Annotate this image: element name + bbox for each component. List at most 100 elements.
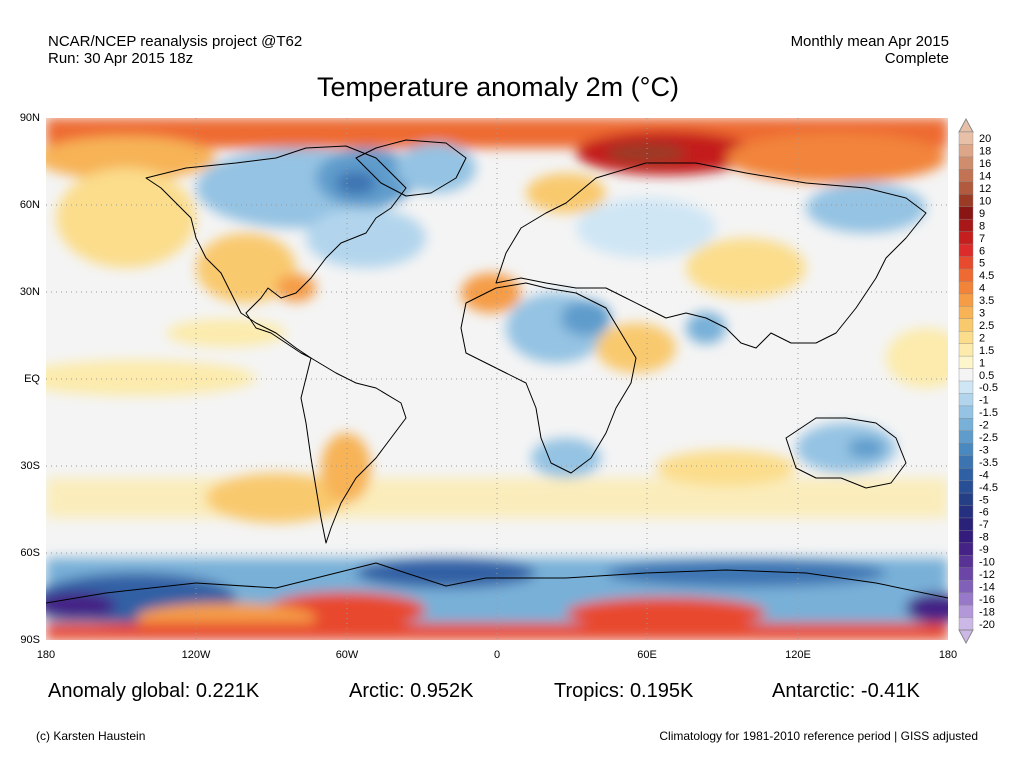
colorbar-swatch	[958, 580, 974, 594]
colorbar-swatch	[958, 480, 974, 494]
colorbar-swatch	[958, 243, 974, 258]
colorbar-label: -8	[979, 532, 989, 544]
anomaly-antarctic: Antarctic: -0.41K	[772, 680, 920, 702]
anomaly-global: Anomaly global: 0.221K	[48, 680, 260, 702]
colorbar-swatch	[958, 355, 974, 370]
colorbar-swatch	[958, 505, 974, 519]
colorbar-swatch	[958, 218, 974, 233]
colorbar-swatch	[958, 604, 974, 619]
colorbar-svg: 201816141210987654.543.532.521.510.5-0.5…	[958, 117, 998, 645]
colorbar-min-arrow	[958, 629, 974, 645]
colorbar-swatch	[958, 306, 974, 320]
colorbar-swatch	[958, 517, 974, 531]
colorbar-label: -9	[979, 544, 989, 556]
colorbar-label: 20	[979, 133, 991, 145]
lon-label: 60W	[335, 649, 359, 661]
colorbar-max-arrow	[958, 117, 974, 133]
colorbar-swatch	[958, 393, 974, 407]
colorbar-label: -4	[979, 469, 989, 481]
colorbar-swatch	[958, 318, 974, 332]
lat-label: 90S	[20, 634, 40, 646]
colorbar-label: 8	[979, 220, 985, 232]
colorbar-label: 18	[979, 146, 991, 158]
colorbar-label: 2	[979, 332, 985, 344]
colorbar-label: 6	[979, 245, 985, 257]
period-label: Monthly mean Apr 2015	[790, 33, 949, 50]
map-title: Temperature anomaly 2m (°C)	[317, 72, 679, 102]
colorbar: 20 18 16 14 12 10 9 8 7 6 5 4.5 4 3.5 3 2.5 2 1.5 1 0.5 -0.5…	[958, 117, 1018, 645]
colorbar-swatch	[958, 567, 974, 581]
lon-label: 180	[938, 649, 958, 661]
colorbar-label: 1.5	[979, 345, 994, 357]
lon-label: 60E	[637, 649, 657, 661]
colorbar-swatch	[958, 268, 974, 282]
colorbar-swatch	[958, 144, 974, 158]
colorbar-swatch	[958, 281, 974, 295]
colorbar-label: 1	[979, 357, 985, 369]
status-label: Complete	[884, 50, 949, 67]
colorbar-label: 12	[979, 183, 991, 195]
lat-label: 60N	[19, 199, 40, 211]
colorbar-swatch	[958, 530, 974, 544]
credit-text: (c) Karsten Haustein	[36, 729, 146, 743]
colorbar-label: -2	[979, 420, 989, 432]
colorbar-swatch	[958, 555, 974, 569]
colorbar-label: 0.5	[979, 370, 994, 382]
lon-label: 0	[493, 649, 501, 661]
colorbar-swatch	[958, 443, 974, 457]
colorbar-label: 16	[979, 158, 991, 170]
lat-label: 60S	[20, 547, 40, 559]
colorbar-swatch	[958, 467, 974, 482]
colorbar-label: 3.5	[979, 295, 994, 307]
colorbar-swatch	[958, 542, 974, 556]
colorbar-label: -6	[979, 507, 989, 519]
lon-label: 120W	[181, 649, 211, 661]
colorbar-swatch	[958, 293, 974, 307]
anomaly-tropics: Tropics: 0.195K	[554, 680, 694, 702]
anomaly-arctic: Arctic: 0.952K	[349, 680, 474, 702]
colorbar-swatch	[958, 492, 974, 506]
colorbar-label: -3.5	[979, 457, 998, 469]
lat-label: EQ	[24, 373, 40, 385]
colorbar-label: 4	[979, 283, 985, 295]
lon-label: 120E	[785, 649, 811, 661]
colorbar-swatch	[958, 181, 974, 195]
colorbar-label: -20	[979, 619, 995, 631]
colorbar-label: 4.5	[979, 270, 994, 282]
colorbar-swatch	[958, 231, 974, 245]
run-info-model: NCAR/NCEP reanalysis project @T62	[48, 33, 303, 50]
colorbar-swatch	[958, 617, 974, 631]
colorbar-label: -1	[979, 395, 989, 407]
climatology-note: Climatology for 1981-2010 reference peri…	[659, 729, 978, 743]
colorbar-swatch	[958, 380, 974, 394]
colorbar-label: 2.5	[979, 320, 994, 332]
colorbar-label: -7	[979, 519, 989, 531]
colorbar-label: -4.5	[979, 482, 998, 494]
colorbar-label: -0.5	[979, 382, 998, 394]
colorbar-label: -2.5	[979, 432, 998, 444]
colorbar-label: -14	[979, 581, 995, 593]
lat-label: 90N	[19, 112, 40, 124]
colorbar-label: 3	[979, 308, 985, 320]
colorbar-label: 14	[979, 171, 991, 183]
run-info-date: Run: 30 Apr 2015 18z	[48, 50, 194, 67]
lat-label: 30N	[19, 286, 40, 298]
colorbar-label: 10	[979, 195, 991, 207]
colorbar-swatch	[958, 206, 974, 220]
colorbar-label: -5	[979, 494, 989, 506]
colorbar-label: -3	[979, 444, 989, 456]
colorbar-swatch	[958, 131, 974, 145]
colorbar-label: 5	[979, 258, 985, 270]
colorbar-swatch	[958, 455, 974, 469]
colorbar-swatch	[958, 156, 974, 170]
colorbar-label: -12	[979, 569, 995, 581]
colorbar-label: 9	[979, 208, 985, 220]
colorbar-swatch	[958, 405, 974, 419]
lat-label: 30S	[20, 460, 40, 472]
lon-label: 180	[36, 649, 56, 661]
colorbar-swatch	[958, 430, 974, 444]
colorbar-swatch	[958, 368, 974, 382]
colorbar-swatch	[958, 592, 974, 606]
anomaly-map	[46, 118, 948, 640]
colorbar-swatch	[958, 330, 974, 345]
